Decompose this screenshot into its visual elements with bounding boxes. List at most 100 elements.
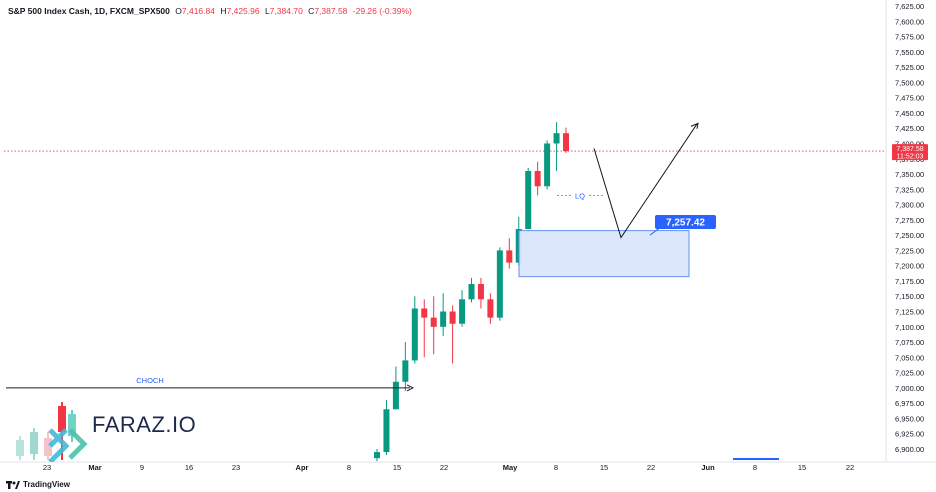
price-tick-label: 7,575.00	[895, 33, 924, 42]
close-label: C	[308, 6, 315, 16]
price-tag-bg	[892, 144, 928, 161]
time-tick-label: 8	[554, 463, 558, 472]
candle-body	[544, 143, 551, 187]
price-tag-countdown: 11:52:03	[897, 154, 924, 161]
high-value: 7,425.96	[226, 6, 260, 16]
candle-body	[421, 308, 428, 318]
candle-body	[468, 284, 475, 300]
time-axis: 23 Mar 9 16 23 Apr 8 15 22 May 8 15 22 Jun 8 15 22	[0, 458, 936, 472]
price-tick-label: 7,200.00	[895, 262, 924, 271]
price-tick-label: 7,450.00	[895, 109, 924, 118]
time-range-marker	[733, 458, 779, 460]
price-tick-label: 7,300.00	[895, 201, 924, 210]
candle-body	[496, 250, 503, 318]
candle-body	[449, 311, 456, 324]
price-tick-label: 7,500.00	[895, 78, 924, 87]
time-tick-label: 22	[647, 463, 655, 472]
price-tag-value: 7,387.58	[896, 146, 923, 153]
time-tick-label: Mar	[88, 463, 101, 472]
time-tick-label: 8	[753, 463, 757, 472]
time-tick-label: May	[503, 463, 518, 472]
candle-body	[553, 133, 560, 144]
price-tick-label: 7,550.00	[895, 48, 924, 57]
target-callout[interactable]: 7,257.42	[649, 214, 716, 236]
time-tick-label: 22	[440, 463, 448, 472]
candle-body	[506, 250, 513, 263]
candle-body	[383, 409, 390, 453]
candle-body	[374, 452, 380, 459]
candle-body	[459, 299, 466, 324]
price-tick-label: 7,025.00	[895, 369, 924, 378]
price-tick-label: 7,475.00	[895, 94, 924, 103]
time-tick-label: 16	[185, 463, 193, 472]
price-tick-label: 7,175.00	[895, 277, 924, 286]
candle-body	[487, 299, 494, 318]
demand-zone	[518, 230, 690, 278]
price-tick-label: 6,975.00	[895, 399, 924, 408]
time-tick-label: 23	[232, 463, 240, 472]
price-tick-label: 7,075.00	[895, 338, 924, 347]
tradingview-brand[interactable]: TradingView	[6, 480, 70, 489]
overlays: CHOCH LQ 7,257.42	[4, 122, 886, 392]
price-tick-label: 7,625.00	[895, 2, 924, 11]
choch-arrowhead	[406, 384, 415, 392]
price-axis: 7,625.00 7,600.00 7,575.00 7,550.00 7,525.00…	[885, 0, 928, 462]
tradingview-logo-icon	[6, 480, 20, 489]
price-tick-label: 7,325.00	[895, 185, 924, 194]
price-tick-label: 7,275.00	[895, 216, 924, 225]
projection-path	[593, 123, 698, 239]
candle-body	[392, 381, 399, 410]
projection-arrowhead	[690, 122, 699, 129]
time-tick-label: 15	[393, 463, 401, 472]
candle-body	[430, 317, 437, 327]
brand-name: TradingView	[23, 480, 70, 489]
price-tick-label: 6,900.00	[895, 445, 924, 454]
price-tick-label: 7,525.00	[895, 63, 924, 72]
candle-body	[534, 170, 541, 187]
price-tick-label: 6,925.00	[895, 430, 924, 439]
open-value: 7,416.84	[181, 6, 215, 16]
symbol-name[interactable]: S&P 500 Index Cash, 1D, FXCM_SPX500	[8, 6, 170, 16]
price-tick-label: 7,400.00	[895, 139, 924, 148]
close-value: 7,387.58	[314, 6, 348, 16]
time-tick-label: 8	[347, 463, 351, 472]
price-tick-label: 7,050.00	[895, 353, 924, 362]
time-tick-label: Apr	[296, 463, 309, 472]
price-tick-label: 7,350.00	[895, 170, 924, 179]
candle-body	[402, 360, 409, 382]
watermark-text: FARAZ.IO	[92, 412, 197, 437]
target-label: 7,257.42	[666, 217, 705, 228]
choch-label: CHOCH	[136, 376, 164, 385]
price-tick-label: 7,100.00	[895, 323, 924, 332]
time-tick-label: 15	[600, 463, 608, 472]
low-label: L	[264, 6, 270, 16]
candle-body	[525, 170, 532, 230]
time-tick-label: Jun	[701, 463, 715, 472]
price-tick-label: 7,250.00	[895, 231, 924, 240]
high-label: H	[220, 6, 227, 16]
time-tick-label: 9	[140, 463, 144, 472]
price-tick-label: 7,150.00	[895, 292, 924, 301]
price-tick-label: 7,425.00	[895, 124, 924, 133]
price-tick-label: 6,950.00	[895, 414, 924, 423]
candle-body	[477, 284, 484, 300]
faraz-candles-logo-icon	[16, 402, 88, 464]
target-tag	[655, 214, 716, 229]
candle-body	[563, 133, 569, 152]
candle-body	[440, 311, 447, 327]
low-value: 7,384.70	[269, 6, 303, 16]
price-tick-label: 7,600.00	[895, 17, 924, 26]
price-tick-label: 7,000.00	[895, 384, 924, 393]
change-value: -29.26 (-0.39%)	[352, 6, 412, 16]
candle-body	[411, 308, 418, 361]
open-label: O	[175, 6, 182, 16]
candles	[374, 122, 569, 462]
lq-label: LQ	[575, 191, 585, 200]
watermark: FARAZ.IO	[14, 402, 196, 464]
time-tick-label: 15	[798, 463, 806, 472]
price-tick-label: 7,125.00	[895, 308, 924, 317]
symbol-legend: S&P 500 Index Cash, 1D, FXCM_SPX500 O7,4…	[8, 6, 412, 16]
time-tick-label: 23	[43, 463, 51, 472]
